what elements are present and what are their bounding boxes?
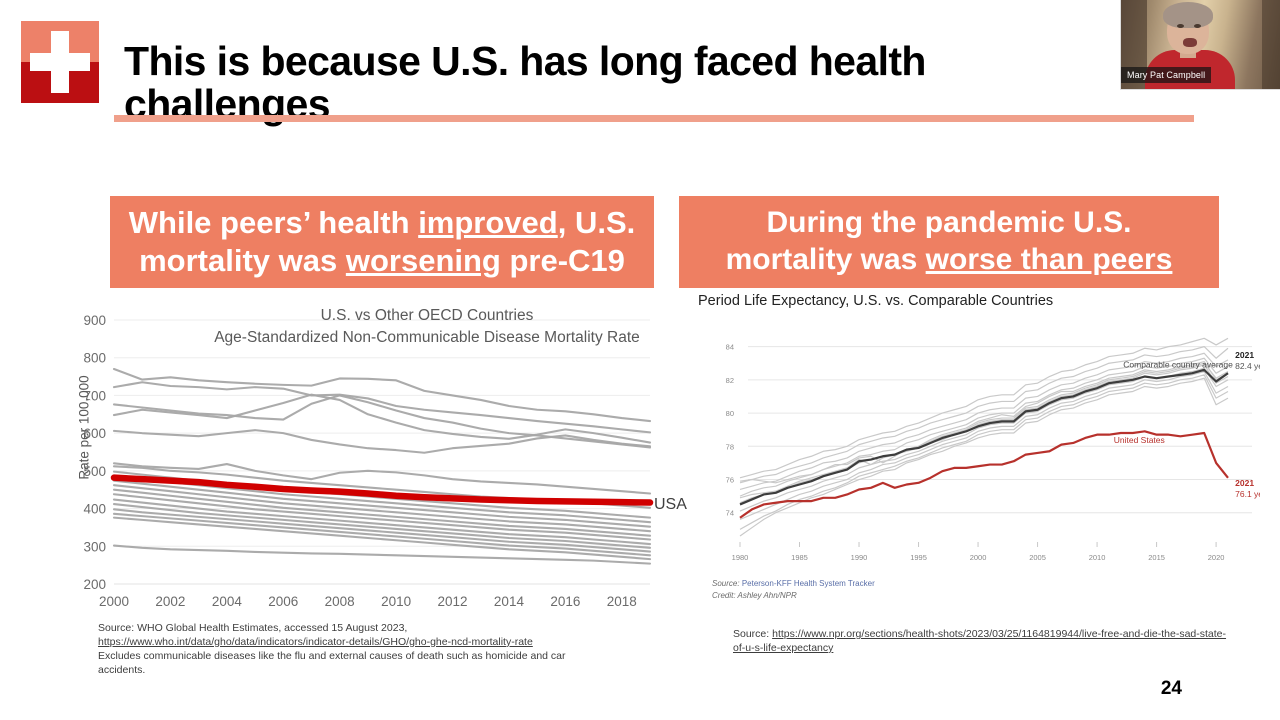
svg-text:80: 80: [726, 409, 734, 418]
left-banner-line2-underlined: worsening: [345, 243, 501, 278]
svg-text:2016: 2016: [550, 594, 580, 609]
right-credit-credit-label: Credit:: [712, 591, 736, 601]
svg-text:82.4 years: 82.4 years: [1235, 361, 1260, 371]
left-panel-banner: While peers’ health improved, U.S. morta…: [110, 196, 654, 288]
svg-text:500: 500: [83, 464, 106, 479]
svg-text:1995: 1995: [910, 553, 927, 562]
right-chart-credits: Source: Peterson-KFF Health System Track…: [712, 578, 875, 603]
right-chart-svg: 74 76 78 80 82 84 1980 1985 1990 1995 2000 2005 2010…: [726, 337, 1275, 562]
ncd-mortality-chart: U.S. vs Other OECD Countries Age-Standar…: [62, 300, 662, 615]
left-banner-line1-a: While peers’ health: [128, 205, 419, 241]
svg-text:United States: United States: [1114, 435, 1165, 445]
left-chart-y-axis-label: Rate per 100,000: [76, 375, 92, 480]
svg-text:76.1 years: 76.1 years: [1235, 489, 1260, 499]
svg-text:200: 200: [83, 577, 106, 592]
title-underline-rule: [114, 115, 1194, 122]
svg-text:2021: 2021: [1235, 350, 1254, 360]
speaker-eye-left: [1177, 24, 1184, 28]
left-banner-line2: mortality was worsening pre-C19: [129, 242, 635, 280]
svg-text:2005: 2005: [1029, 553, 1046, 562]
svg-text:2008: 2008: [325, 594, 355, 609]
left-chart-title-line1: U.S. vs Other OECD Countries: [320, 307, 534, 324]
svg-text:2000: 2000: [99, 594, 129, 609]
left-chart-title: U.S. vs Other OECD Countries Age-Standar…: [192, 305, 662, 350]
right-banner-line2-a: mortality was: [725, 243, 926, 276]
svg-text:84: 84: [726, 343, 734, 352]
left-chart-usa-label: USA: [654, 496, 687, 513]
svg-text:2014: 2014: [494, 594, 525, 609]
speaker-mouth: [1183, 38, 1197, 47]
svg-text:800: 800: [83, 351, 106, 366]
left-chart-source: Source: WHO Global Health Estimates, acc…: [98, 622, 603, 677]
right-credit-credit-value: Ashley Ahn/NPR: [737, 591, 797, 601]
svg-text:1985: 1985: [791, 553, 808, 562]
slide-page-number: 24: [1160, 678, 1182, 699]
left-banner-line1: While peers’ health improved, U.S.: [129, 204, 635, 242]
svg-text:700: 700: [83, 388, 106, 403]
right-chart-source: Source: https://www.npr.org/sections/hea…: [733, 628, 1228, 656]
svg-text:900: 900: [83, 313, 106, 328]
left-banner-line1-underlined: improved: [418, 205, 558, 241]
right-banner-line1: During the pandemic U.S.: [766, 206, 1132, 240]
left-chart-title-line2: Age-Standardized Non-Communicable Diseas…: [214, 329, 640, 347]
svg-text:1990: 1990: [851, 553, 868, 562]
svg-text:74: 74: [726, 509, 734, 518]
svg-text:600: 600: [83, 426, 106, 441]
right-credit-source-value: Peterson-KFF Health System Tracker: [741, 579, 875, 588]
svg-text:2010: 2010: [381, 594, 411, 609]
svg-text:82: 82: [726, 376, 734, 385]
svg-text:2020: 2020: [1208, 553, 1225, 562]
left-chart-svg: 200 300 400 500 600 700 800 900 2000 2002 2004 2006…: [83, 313, 654, 609]
right-credit-credit: Credit: Ashley Ahn/NPR: [712, 590, 875, 602]
left-banner-line2-a: mortality was: [139, 243, 346, 278]
svg-text:2006: 2006: [268, 594, 298, 609]
right-credit-source-label: Source:: [712, 579, 740, 588]
right-source-link[interactable]: https://www.npr.org/sections/health-shot…: [733, 628, 1227, 654]
svg-text:2004: 2004: [212, 594, 243, 609]
svg-text:2018: 2018: [607, 594, 637, 609]
right-banner-line2: mortality was worse than peers: [726, 242, 1173, 279]
svg-text:1980: 1980: [732, 553, 749, 562]
speaker-hair: [1163, 2, 1213, 28]
speaker-name-label: Mary Pat Campbell: [1121, 67, 1212, 83]
right-source-label: Source:: [733, 628, 770, 640]
speaker-video-tile[interactable]: Mary Pat Campbell: [1120, 0, 1280, 90]
left-source-note: Excludes communicable diseases like the …: [98, 649, 566, 676]
svg-text:2010: 2010: [1089, 553, 1106, 562]
life-expectancy-chart: 74 76 78 80 82 84 1980 1985 1990 1995 2000 2005 2010…: [700, 318, 1275, 573]
page-title: This is because U.S. has long faced heal…: [124, 38, 926, 128]
svg-text:2021: 2021: [1235, 478, 1254, 488]
svg-text:400: 400: [83, 502, 106, 517]
left-source-line1: Source: WHO Global Health Estimates, acc…: [98, 622, 408, 634]
svg-text:Comparable country average: Comparable country average: [1123, 359, 1233, 369]
speaker-eye-right: [1194, 24, 1201, 28]
right-credit-source: Source: Peterson-KFF Health System Track…: [712, 578, 875, 590]
right-banner-line2-underlined: worse than peers: [925, 243, 1173, 276]
svg-text:2015: 2015: [1148, 553, 1165, 562]
svg-text:78: 78: [726, 442, 734, 451]
left-banner-line1-b: , U.S.: [557, 205, 636, 241]
logo-cross-horizontal: [30, 53, 90, 71]
video-wall-right: [1262, 0, 1280, 89]
svg-text:2012: 2012: [438, 594, 468, 609]
left-source-link[interactable]: https://www.who.int/data/gho/data/indica…: [98, 635, 533, 648]
svg-text:2000: 2000: [970, 553, 987, 562]
left-banner-line2-b: pre-C19: [500, 243, 625, 278]
svg-text:300: 300: [83, 539, 106, 554]
right-chart-title: Period Life Expectancy, U.S. vs. Compara…: [698, 293, 1054, 309]
swiss-cross-logo: [21, 21, 99, 103]
svg-text:2002: 2002: [155, 594, 185, 609]
svg-text:76: 76: [726, 476, 734, 485]
right-panel-banner: During the pandemic U.S. mortality was w…: [679, 196, 1219, 288]
